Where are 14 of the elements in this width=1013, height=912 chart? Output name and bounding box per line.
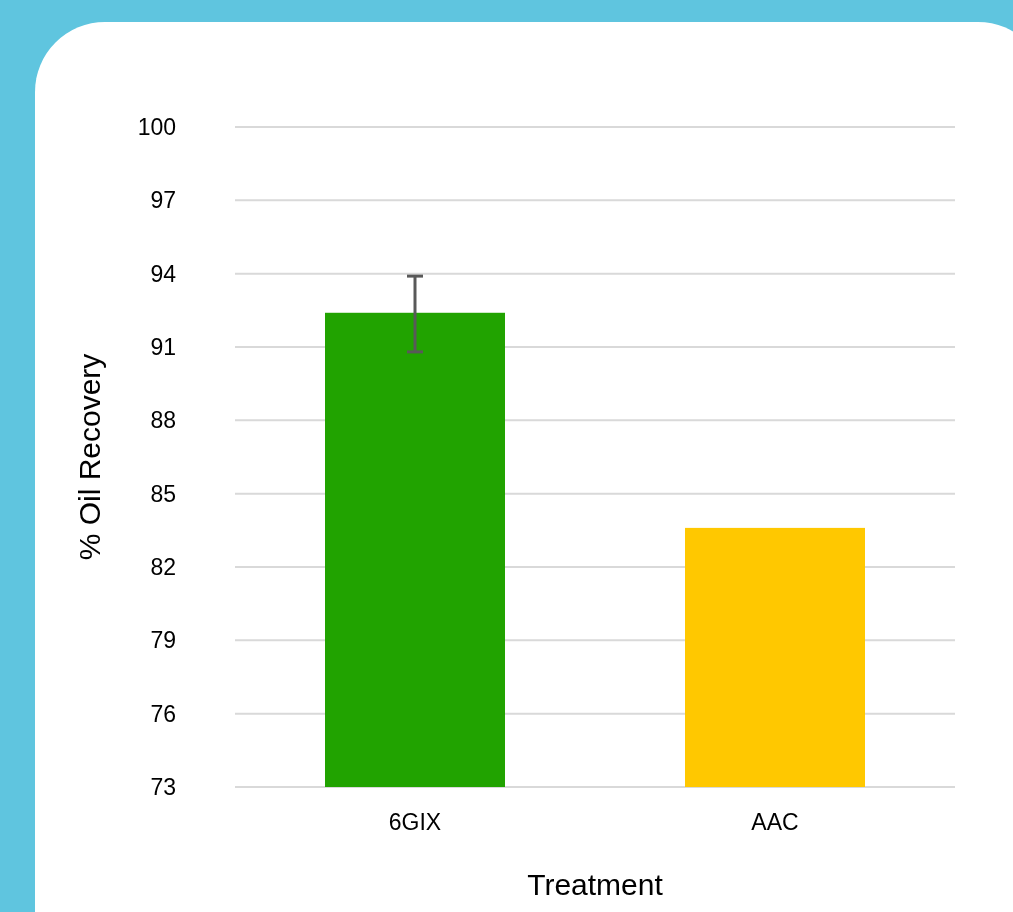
- y-tick-label: 100: [137, 114, 176, 141]
- y-tick-label: 91: [150, 334, 176, 361]
- y-tick-label: 73: [150, 774, 176, 801]
- y-axis-title: % Oil Recovery: [73, 353, 106, 561]
- y-tick-label: 76: [150, 700, 176, 727]
- y-tick-label: 94: [150, 260, 177, 287]
- x-axis-title: Treatment: [527, 868, 664, 901]
- y-tick-label: 85: [150, 480, 176, 507]
- y-tick-label: 97: [150, 187, 176, 214]
- y-tick-label: 88: [150, 407, 176, 434]
- y-tick-label: 79: [150, 627, 176, 654]
- x-tick-label: AAC: [751, 809, 799, 835]
- x-tick-label: 6GIX: [388, 809, 442, 835]
- y-tick-label: 82: [150, 554, 176, 581]
